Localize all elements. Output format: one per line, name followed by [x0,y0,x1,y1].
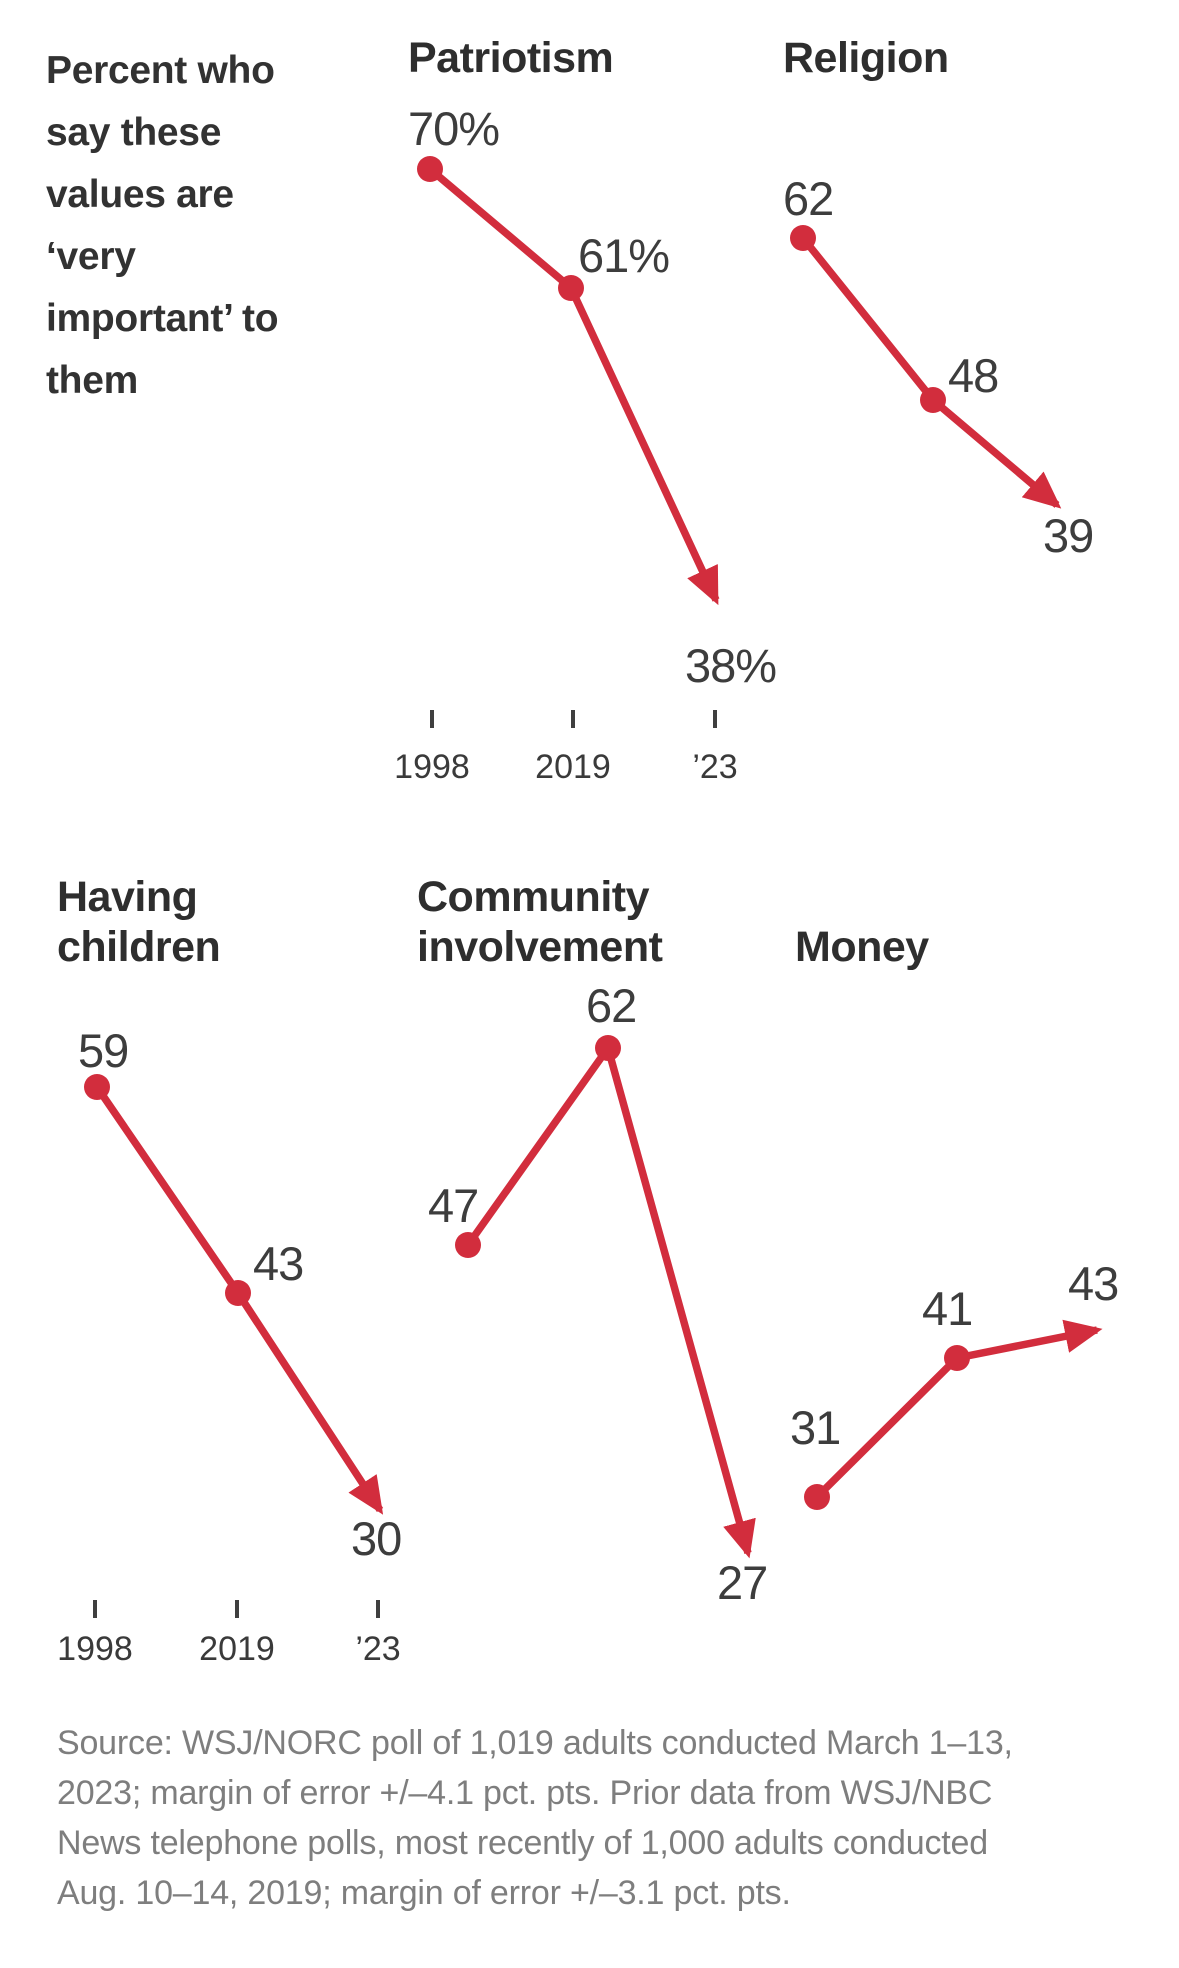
data-point-religion-0 [790,225,816,251]
value-label-patriotism-1: 61% [578,229,670,282]
data-point-community-involvement-0 [455,1232,481,1258]
value-label-having-children-0: 59 [78,1024,129,1077]
axis-tick [93,1600,97,1618]
axis-tick [430,710,434,728]
value-label-religion-2: 39 [1043,509,1094,562]
data-point-community-involvement-1 [595,1035,621,1061]
value-label-money-1: 41 [922,1282,973,1335]
axis-tick-label: 1998 [394,748,470,786]
data-point-money-1 [944,1345,970,1371]
data-point-having-children-1 [225,1280,251,1306]
value-label-community-involvement-2: 27 [717,1556,768,1609]
data-point-patriotism-0 [417,156,443,182]
figure-heading: Percent who say these values are ‘very impor… [46,40,279,412]
value-label-patriotism-0: 70% [408,102,500,155]
axis-tick-label: 2019 [199,1630,275,1668]
value-label-community-involvement-1: 62 [586,979,637,1032]
chart-title-community-involvement: Community involvement [417,873,663,971]
trend-line-community-involvement [464,1044,756,1559]
axis-tick [376,1600,380,1618]
value-label-patriotism-2: 38% [685,639,777,692]
source-line: Source: WSJ/NORC poll of 1,019 adults co… [57,1724,1013,1762]
value-label-money-0: 31 [790,1401,841,1454]
figure-heading-line: them [46,359,138,402]
value-label-religion-1: 48 [948,349,999,402]
axis-tick [235,1600,239,1618]
data-point-having-children-0 [84,1074,110,1100]
axis-tick [571,710,575,728]
source-line: Aug. 10–14, 2019; margin of error +/–3.1… [57,1874,791,1912]
chart-title-patriotism: Patriotism [408,34,614,82]
value-label-money-2: 43 [1068,1257,1119,1310]
figure-heading-line: important’ to [46,297,279,340]
source-line: 2023; margin of error +/–4.1 pct. pts. P… [57,1774,993,1812]
axis-tick [713,710,717,728]
chart-title-having-children: Having children [57,873,221,971]
value-label-community-involvement-0: 47 [428,1179,479,1232]
figure-heading-line: values are [46,173,234,216]
value-label-religion-0: 62 [783,172,834,225]
chart-title-religion: Religion [783,34,949,82]
chart-title-money: Money [795,923,929,971]
axis-tick-label: ’23 [355,1630,401,1668]
value-label-having-children-2: 30 [351,1512,402,1565]
axis-tick-label: ’23 [692,748,738,786]
figure-heading-line: ‘very [46,235,136,278]
data-point-religion-1 [920,387,946,413]
value-label-having-children-1: 43 [253,1237,304,1290]
data-point-patriotism-1 [558,275,584,301]
source-line: News telephone polls, most recently of 1… [57,1824,988,1862]
source-note: Source: WSJ/NORC poll of 1,019 adults co… [57,1718,1013,1918]
trend-line-patriotism [427,166,720,606]
figure-heading-line: say these [46,111,222,154]
figure-heading-line: Percent who [46,49,275,92]
axis-tick-label: 2019 [535,748,611,786]
trend-line-religion [800,235,1062,509]
axis-tick-label: 1998 [57,1630,133,1668]
data-point-money-0 [804,1484,830,1510]
